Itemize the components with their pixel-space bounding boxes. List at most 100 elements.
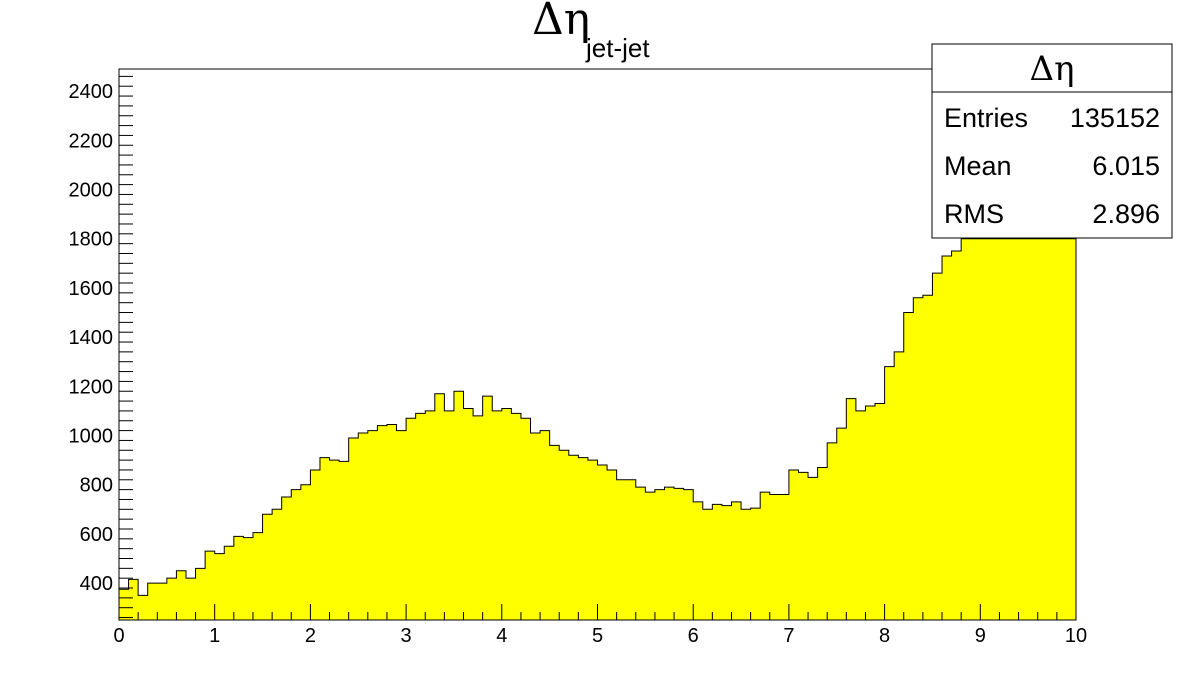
histogram-bin bbox=[779, 494, 790, 620]
histogram-bin bbox=[367, 430, 378, 620]
histogram-bin bbox=[243, 537, 254, 620]
histogram-outline bbox=[118, 238, 1077, 620]
histogram-bin bbox=[339, 461, 350, 620]
histogram-bin bbox=[425, 410, 436, 620]
histogram-bin bbox=[406, 418, 417, 620]
histogram-bin bbox=[616, 479, 627, 620]
y-tick-label: 1200 bbox=[69, 376, 114, 398]
histogram-bin bbox=[817, 467, 828, 620]
histogram-bin bbox=[176, 570, 187, 620]
chart-title-subscript: jet-jet bbox=[585, 33, 650, 63]
histogram-bin bbox=[310, 469, 321, 620]
histogram-bin bbox=[185, 578, 196, 620]
histogram-bin bbox=[731, 501, 742, 620]
plot-area bbox=[118, 238, 1077, 621]
histogram-bin bbox=[568, 455, 579, 620]
histogram-bin bbox=[961, 238, 972, 621]
histogram-bin bbox=[119, 589, 129, 620]
histogram-bin bbox=[434, 393, 445, 620]
histogram-bin bbox=[664, 487, 675, 620]
y-tick-label: 1000 bbox=[69, 426, 114, 448]
histogram-bin bbox=[501, 408, 512, 620]
histogram-bin bbox=[798, 472, 809, 620]
histogram-bin bbox=[482, 396, 493, 620]
histogram-bin bbox=[597, 465, 608, 620]
y-tick-label: 2000 bbox=[69, 180, 114, 202]
histogram-bin bbox=[741, 509, 752, 620]
chart-title: Δη bbox=[532, 0, 590, 45]
histogram-bin bbox=[262, 514, 273, 620]
histogram-bin bbox=[674, 488, 685, 620]
histogram-bin bbox=[769, 494, 780, 620]
histogram-bin bbox=[214, 553, 225, 620]
histogram-bin bbox=[626, 479, 637, 620]
histogram-bin bbox=[396, 430, 407, 620]
histogram-bin bbox=[855, 410, 866, 620]
histogram-bin bbox=[578, 457, 589, 620]
histogram-bin bbox=[147, 583, 158, 620]
y-tick-label: 800 bbox=[80, 475, 113, 497]
histogram-bin bbox=[635, 487, 646, 620]
axes: 0 1 2 3 4 5 6 7 8 9 10 400 600 800 1000 1200 1400 1600 180… bbox=[69, 68, 1087, 647]
histogram-bin bbox=[386, 424, 397, 620]
histogram-bin bbox=[654, 489, 665, 620]
histogram-bin bbox=[272, 509, 283, 620]
histogram-bin bbox=[348, 437, 359, 620]
stats-mean-label: Mean bbox=[944, 151, 1012, 181]
x-tick-label: 10 bbox=[1065, 625, 1087, 647]
histogram-bin bbox=[511, 413, 522, 620]
histogram-bin bbox=[224, 546, 235, 620]
x-tick-label: 7 bbox=[783, 625, 794, 647]
histogram-bin bbox=[463, 408, 474, 620]
histogram-bin bbox=[875, 403, 885, 620]
histogram-bin bbox=[319, 457, 330, 620]
histogram-bin bbox=[836, 428, 847, 620]
histogram-bin bbox=[750, 508, 761, 620]
histogram-bin bbox=[377, 425, 388, 620]
y-tick-label: 600 bbox=[80, 524, 113, 546]
histogram-bin bbox=[195, 568, 206, 620]
histogram-bin bbox=[233, 536, 244, 620]
y-tick-label: 1400 bbox=[69, 327, 114, 349]
histogram-bin bbox=[970, 238, 981, 621]
histogram-bin bbox=[712, 504, 723, 620]
x-tick-label: 5 bbox=[592, 625, 603, 647]
histogram-bin bbox=[1009, 238, 1019, 621]
histogram-bin bbox=[1047, 238, 1058, 621]
histogram-bin bbox=[808, 477, 819, 620]
histogram-bin bbox=[702, 509, 713, 620]
histogram-bin bbox=[760, 492, 771, 620]
histogram-bin bbox=[329, 460, 340, 620]
histogram-bin bbox=[884, 366, 895, 620]
histogram-bin bbox=[683, 489, 694, 620]
histogram-bin bbox=[1037, 238, 1048, 621]
histogram-bin bbox=[166, 578, 177, 620]
stats-box: Δη Entries 135152 Mean 6.015 RMS 2.896 bbox=[931, 43, 1173, 239]
histogram-bin bbox=[999, 238, 1010, 621]
histogram-bin bbox=[607, 469, 618, 620]
histogram-bin bbox=[788, 469, 799, 620]
x-tick-label: 6 bbox=[688, 625, 699, 647]
stats-rms-label: RMS bbox=[944, 199, 1004, 229]
histogram-bin bbox=[846, 398, 857, 620]
histogram-bin bbox=[520, 418, 531, 620]
y-tick-label: 400 bbox=[80, 573, 113, 595]
histogram-bin bbox=[894, 351, 905, 620]
histogram-bin bbox=[980, 238, 991, 621]
histogram-bin bbox=[865, 405, 876, 620]
histogram-bin bbox=[453, 391, 464, 620]
histogram-bin bbox=[1018, 238, 1029, 621]
histogram-bin bbox=[827, 442, 838, 620]
histogram-bin bbox=[559, 450, 570, 620]
x-tick-label: 9 bbox=[975, 625, 986, 647]
histogram-bin bbox=[492, 410, 503, 620]
y-tick-label: 2200 bbox=[69, 130, 114, 152]
histogram-bin bbox=[645, 492, 656, 620]
histogram-bin bbox=[291, 489, 302, 620]
histogram-bin bbox=[205, 551, 216, 620]
x-tick-label: 2 bbox=[305, 625, 316, 647]
histogram-bin bbox=[922, 295, 933, 620]
histogram-bin bbox=[587, 460, 598, 620]
y-tick-label: 2400 bbox=[69, 81, 114, 103]
